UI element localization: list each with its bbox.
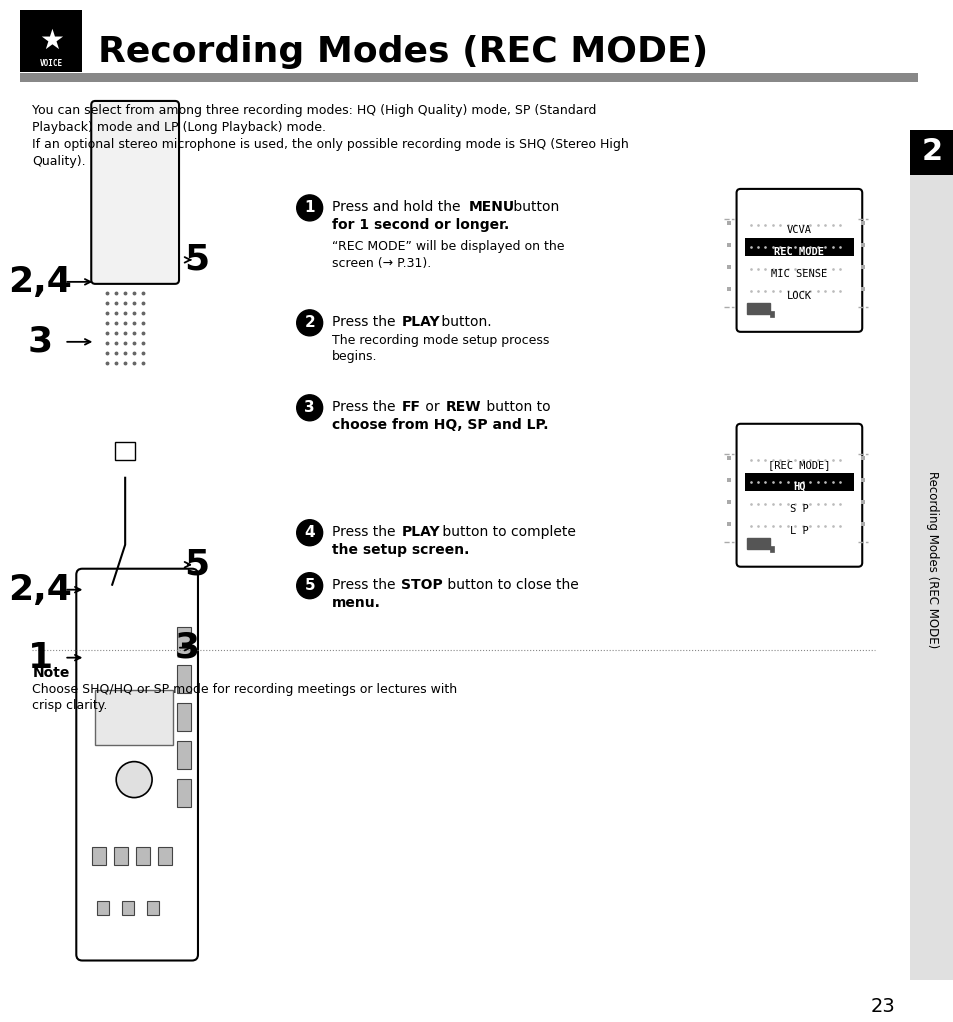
Circle shape — [296, 572, 322, 599]
FancyBboxPatch shape — [20, 10, 82, 72]
Bar — [909, 130, 953, 175]
Text: screen (→ P.31).: screen (→ P.31). — [332, 257, 431, 270]
FancyBboxPatch shape — [736, 189, 862, 332]
Text: “REC MODE” will be displayed on the: “REC MODE” will be displayed on the — [332, 240, 563, 252]
Text: Note: Note — [32, 665, 70, 680]
Text: S P: S P — [789, 504, 808, 514]
Text: choose from HQ, SP and LP.: choose from HQ, SP and LP. — [332, 418, 548, 431]
Bar — [115, 442, 135, 460]
Bar — [177, 703, 191, 731]
Text: [REC MODE]: [REC MODE] — [767, 460, 830, 470]
Text: MENU: MENU — [468, 200, 514, 214]
Bar — [770, 546, 774, 552]
Text: 3: 3 — [174, 631, 199, 664]
Text: 1: 1 — [28, 641, 53, 675]
Text: Press the: Press the — [332, 400, 399, 414]
Text: 2,4: 2,4 — [9, 572, 72, 607]
Text: Press the: Press the — [332, 315, 399, 329]
Text: 2: 2 — [921, 137, 942, 167]
Text: crisp clarity.: crisp clarity. — [32, 699, 108, 711]
Text: Choose SHQ/HQ or SP mode for recording meetings or lectures with: Choose SHQ/HQ or SP mode for recording m… — [32, 683, 457, 696]
Text: Press the: Press the — [332, 577, 399, 592]
Text: 5: 5 — [184, 243, 210, 277]
Text: VCVA: VCVA — [786, 225, 811, 235]
Text: or: or — [421, 400, 444, 414]
Bar — [136, 846, 150, 865]
FancyBboxPatch shape — [91, 101, 179, 284]
Text: menu.: menu. — [332, 596, 380, 610]
Circle shape — [116, 761, 152, 797]
Text: 2,4: 2,4 — [9, 265, 72, 298]
Bar — [97, 900, 109, 915]
Text: button.: button. — [436, 315, 492, 329]
Text: button to close the: button to close the — [443, 577, 578, 592]
FancyBboxPatch shape — [97, 577, 126, 607]
Text: button: button — [509, 200, 558, 214]
Text: PLAY: PLAY — [401, 524, 439, 539]
Bar — [92, 846, 106, 865]
Bar — [114, 846, 128, 865]
Text: 3: 3 — [28, 325, 53, 359]
Text: STOP: STOP — [401, 577, 443, 592]
Text: 5: 5 — [184, 548, 210, 582]
Text: L P: L P — [789, 525, 808, 536]
Bar — [743, 473, 853, 491]
Bar — [746, 538, 770, 549]
Text: REW: REW — [445, 400, 480, 414]
Bar — [177, 779, 191, 806]
Text: 23: 23 — [869, 997, 894, 1017]
Text: 2: 2 — [304, 316, 314, 330]
Bar — [177, 626, 191, 655]
Text: Recording Modes (REC MODE): Recording Modes (REC MODE) — [924, 471, 938, 648]
Text: 4: 4 — [304, 525, 314, 541]
Bar — [909, 170, 953, 979]
Text: REC MODE: REC MODE — [774, 247, 823, 257]
Text: button to complete: button to complete — [437, 524, 576, 539]
Text: button to: button to — [481, 400, 550, 414]
Text: VOICE: VOICE — [40, 59, 63, 68]
Text: 3: 3 — [304, 401, 314, 415]
Text: PLAY: PLAY — [401, 315, 439, 329]
Text: Playback) mode and LP (Long Playback) mode.: Playback) mode and LP (Long Playback) mo… — [32, 121, 326, 134]
Text: 5: 5 — [304, 578, 314, 593]
Bar — [177, 664, 191, 693]
Bar — [147, 900, 159, 915]
Text: HQ: HQ — [792, 481, 805, 492]
Bar — [20, 73, 917, 82]
Text: Recording Modes (REC MODE): Recording Modes (REC MODE) — [98, 35, 708, 68]
Circle shape — [296, 520, 322, 546]
Text: FF: FF — [401, 400, 420, 414]
Bar — [746, 303, 770, 314]
Text: begins.: begins. — [332, 350, 376, 363]
Text: Press the: Press the — [332, 524, 399, 539]
Text: for 1 second or longer.: for 1 second or longer. — [332, 218, 508, 232]
Text: If an optional stereo microphone is used, the only possible recording mode is SH: If an optional stereo microphone is used… — [32, 138, 628, 151]
Bar — [177, 741, 191, 769]
Text: ★: ★ — [39, 27, 64, 55]
Text: the setup screen.: the setup screen. — [332, 543, 469, 557]
Text: Quality).: Quality). — [32, 155, 86, 168]
Circle shape — [296, 195, 322, 221]
Text: LOCK: LOCK — [786, 291, 811, 300]
Bar — [95, 690, 172, 745]
Text: 1: 1 — [304, 200, 314, 216]
Circle shape — [296, 394, 322, 421]
Bar — [122, 900, 134, 915]
Text: MIC SENSE: MIC SENSE — [770, 269, 826, 279]
Bar — [743, 238, 853, 256]
Circle shape — [296, 310, 322, 336]
Bar — [158, 846, 172, 865]
Text: Press and hold the: Press and hold the — [332, 200, 464, 214]
FancyBboxPatch shape — [76, 568, 198, 961]
FancyBboxPatch shape — [736, 424, 862, 567]
Text: The recording mode setup process: The recording mode setup process — [332, 334, 548, 346]
Bar — [770, 311, 774, 317]
Text: You can select from among three recording modes: HQ (High Quality) mode, SP (Sta: You can select from among three recordin… — [32, 104, 597, 117]
